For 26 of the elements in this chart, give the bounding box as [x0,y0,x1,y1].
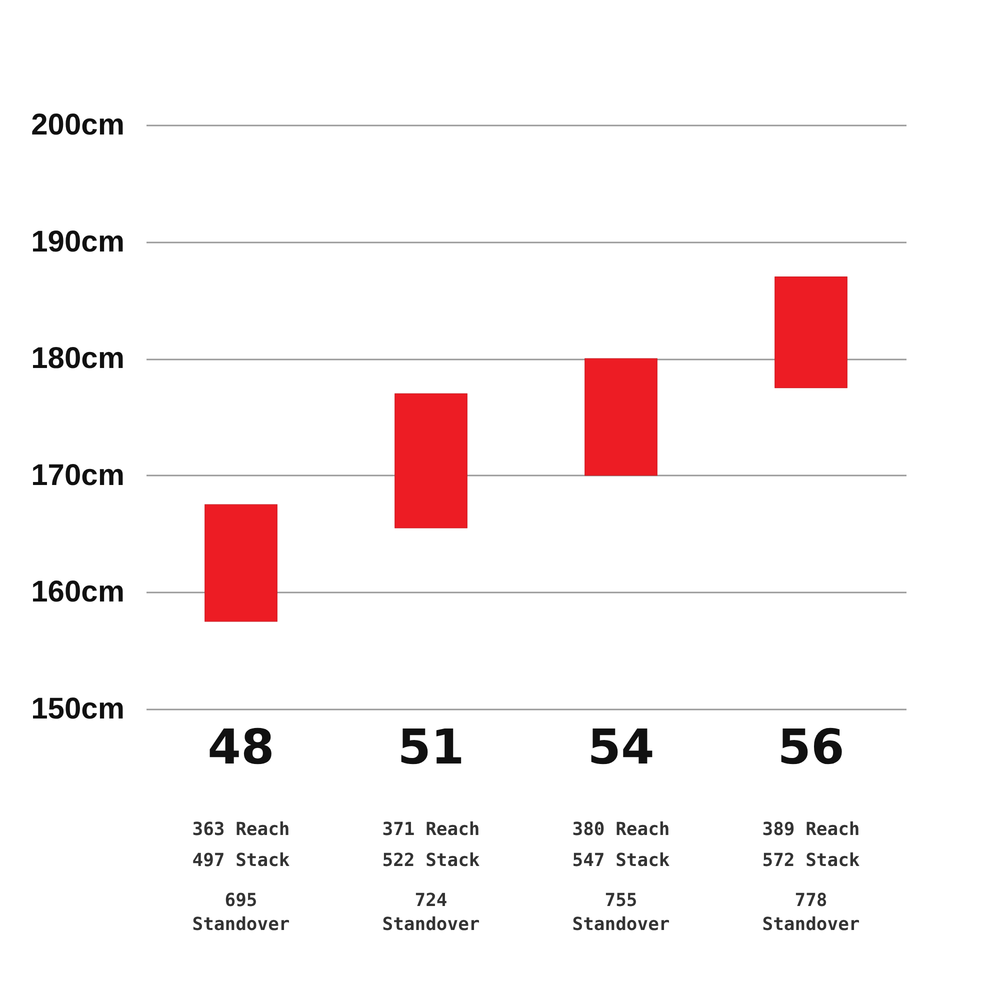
x-tick-label: 51 [398,720,464,776]
bar [774,276,848,388]
text: 380 Reach [572,819,670,840]
x-tick-label: 48 [208,720,274,776]
text: 695 Standover [192,890,290,935]
x-tick-label: 54 [588,720,654,776]
y-tick-label: 160cm [31,576,124,609]
bar [394,393,468,528]
text: 363 Reach [192,819,290,840]
bar [584,358,658,476]
text: 371 Reach [382,819,480,840]
x-tick-label: 56 [778,720,844,776]
text: 778 Standover [762,890,860,935]
text: 572 Stack [762,850,860,871]
text: 522 Stack [382,850,480,871]
bar [204,504,278,622]
y-tick-label: 170cm [31,458,124,492]
y-tick-label: 150cm [31,692,124,726]
text: 724 Standover [382,890,480,935]
text: 497 Stack [192,850,290,871]
text: 389 Reach [762,819,860,840]
y-tick-label: 190cm [31,225,124,258]
text: 547 Stack [572,850,670,871]
text: 755 Standover [572,890,670,935]
y-tick-label: 180cm [31,342,124,376]
y-tick-label: 200cm [31,108,124,142]
